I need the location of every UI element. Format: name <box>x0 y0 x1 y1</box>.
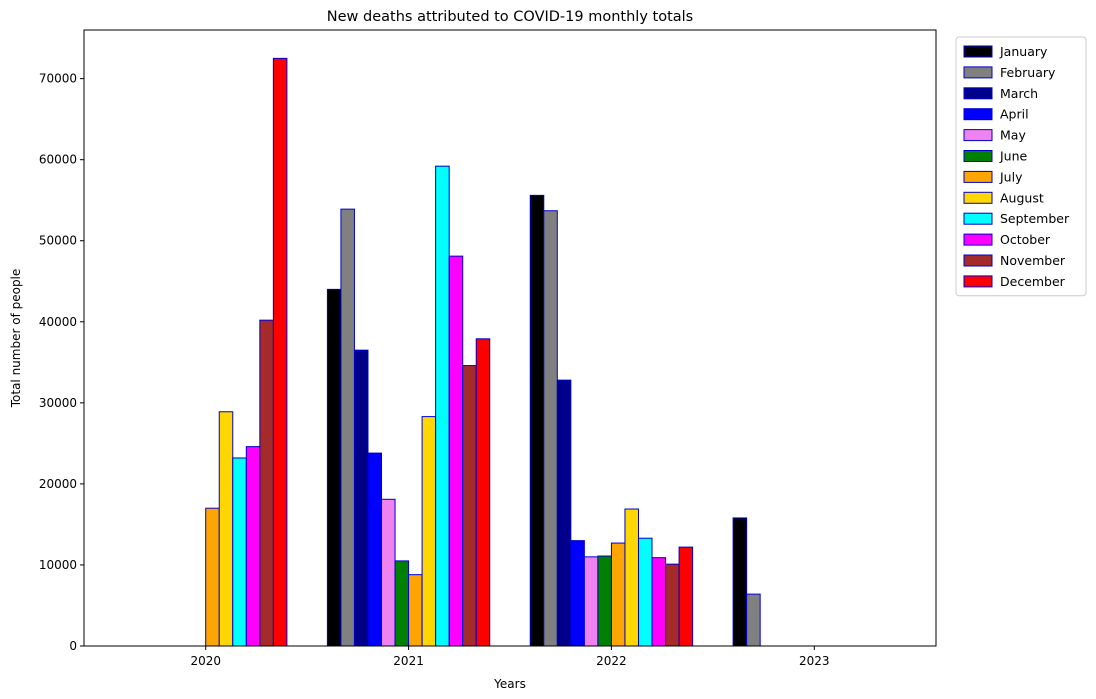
bar-august-2021 <box>421 416 437 647</box>
x-axis: 2020 2021 2022 2023 <box>190 646 830 668</box>
bar-march-2022 <box>556 379 572 647</box>
bar-july-2022 <box>610 542 626 647</box>
plot-frame <box>83 29 937 647</box>
legend-label-december: December <box>1000 274 1066 289</box>
legend-swatch-september <box>963 212 993 225</box>
bar-september-2021 <box>435 165 450 647</box>
legend-swatch-january <box>963 45 993 58</box>
bar-november-2021 <box>462 365 477 647</box>
x-tick-label: 2022 <box>596 654 627 668</box>
bar-december-2020 <box>272 57 288 647</box>
legend-frame <box>955 36 1087 297</box>
x-axis-label: Years <box>493 677 526 691</box>
bar-june-2022 <box>597 555 612 647</box>
legend-swatch-july <box>963 170 993 183</box>
y-tick-label: 20000 <box>39 477 77 491</box>
bar-august-2022 <box>624 508 639 647</box>
bar-january-2023 <box>732 517 748 647</box>
legend-swatch-november <box>963 254 993 267</box>
bar-february-2022 <box>543 210 558 647</box>
legend-label-july: July <box>999 169 1023 184</box>
legend-label-october: October <box>1000 232 1051 247</box>
y-tick-label: 50000 <box>39 234 77 248</box>
bar-october-2021 <box>448 255 464 647</box>
legend-label-april: April <box>1000 107 1029 122</box>
legend-swatch-august <box>963 191 993 204</box>
x-tick-label: 2023 <box>799 654 830 668</box>
y-tick-label: 60000 <box>39 153 77 167</box>
y-tick-label: 0 <box>69 639 77 653</box>
bar-june-2021 <box>394 560 410 647</box>
bar-january-2021 <box>326 288 342 647</box>
bar-november-2022 <box>665 563 680 647</box>
legend-label-may: May <box>1000 128 1026 143</box>
bar-february-2021 <box>340 208 355 647</box>
bar-november-2020 <box>259 319 274 647</box>
bar-march-2021 <box>353 349 369 647</box>
bar-december-2021 <box>475 338 491 647</box>
legend-label-november: November <box>1000 253 1066 268</box>
legend-label-march: March <box>1000 86 1038 101</box>
bar-august-2020 <box>218 411 234 647</box>
bar-december-2022 <box>678 546 694 647</box>
chart-title: New deaths attributed to COVID-19 monthl… <box>327 9 693 25</box>
y-tick-label: 10000 <box>39 558 77 572</box>
bar-february-2023 <box>746 593 761 647</box>
bar-september-2022 <box>637 537 653 647</box>
bar-july-2021 <box>408 574 423 647</box>
legend-label-february: February <box>1000 65 1056 80</box>
bars <box>205 57 761 647</box>
bar-april-2021 <box>367 452 383 647</box>
legend-label-june: June <box>999 149 1028 164</box>
bar-july-2020 <box>205 507 220 647</box>
legend-swatch-june <box>963 150 993 162</box>
bar-may-2021 <box>381 498 396 647</box>
y-tick-label: 40000 <box>39 315 77 329</box>
bar-october-2022 <box>651 557 667 647</box>
bar-october-2020 <box>245 446 261 647</box>
legend-label-august: August <box>1000 190 1044 205</box>
x-tick-label: 2020 <box>190 654 221 668</box>
legend-swatch-december <box>963 275 993 288</box>
y-axis-label: Total number of people <box>9 269 23 409</box>
y-tick-label: 30000 <box>39 396 77 410</box>
y-tick-label: 70000 <box>39 72 77 86</box>
bar-september-2020 <box>232 457 247 647</box>
legend-swatch-february <box>963 66 993 79</box>
legend-swatch-march <box>963 87 993 100</box>
legend-swatch-april <box>963 108 993 121</box>
bar-january-2022 <box>529 194 545 647</box>
legend: January February March April May June July Augu… <box>955 36 1087 297</box>
x-tick-label: 2021 <box>393 654 424 668</box>
legend-swatch-may <box>963 129 993 142</box>
bar-april-2022 <box>570 540 585 647</box>
y-axis: 0 10000 20000 30000 40000 50000 60000 70000 <box>39 72 84 653</box>
legend-label-september: September <box>1000 211 1070 226</box>
legend-swatch-october <box>963 233 993 246</box>
legend-label-january: January <box>999 44 1048 59</box>
bar-may-2022 <box>583 556 599 647</box>
